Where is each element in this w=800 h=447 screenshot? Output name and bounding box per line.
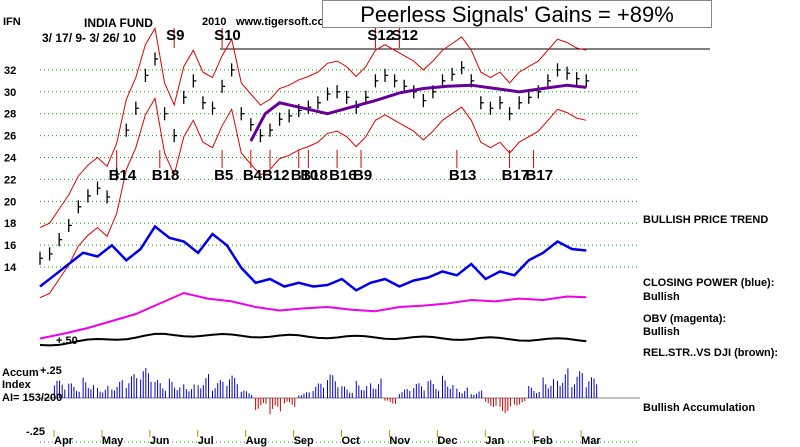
grid-layer (40, 48, 710, 443)
moving-average-line (249, 83, 587, 142)
year-label: 2010 (202, 16, 227, 28)
signal-label: S10 (214, 27, 241, 44)
accum-ai-text: AI= 153/200 (2, 392, 63, 404)
x-tick-label: Feb (533, 435, 553, 447)
gains-banner: Peerless Signals' Gains = +89% (322, 0, 712, 28)
obv-layer (39, 291, 587, 340)
signal-label: B4 (243, 167, 263, 184)
signal-label: B17 (526, 167, 554, 184)
closing-power-status: Bullish (643, 291, 680, 303)
obv-status: Bullish (643, 326, 680, 338)
closing-power-label: CLOSING POWER (blue): (643, 277, 775, 289)
signal-label: S12 (391, 27, 418, 44)
y-tick-label: 20 (4, 196, 16, 208)
price-bar-layer (39, 52, 590, 265)
y-tick-layer: 14 16 18 20 22 24 26 28 30 32 (4, 65, 17, 274)
signal-label: B9 (353, 167, 372, 184)
signal-label: B17 (502, 167, 530, 184)
signal-label: B13 (449, 167, 477, 184)
signal-label: B16 (329, 167, 357, 184)
signal-label: B18 (152, 167, 180, 184)
accum-level-upper: +.25 (40, 365, 62, 377)
relstr-level: +.50 (56, 335, 78, 347)
signal-label: S9 (166, 27, 184, 44)
y-tick-label: 30 (4, 87, 16, 99)
y-tick-label: 14 (4, 262, 17, 274)
upper-band (39, 26, 587, 229)
y-tick-label: 24 (4, 153, 17, 165)
x-tick-label: Oct (342, 435, 361, 447)
obv-line (39, 291, 587, 340)
closing-power-line (39, 224, 587, 292)
accum-title-2: Index (2, 379, 31, 391)
x-tick-label: Sep (294, 435, 314, 447)
x-tick-label: Aug (246, 435, 267, 447)
lower-band (39, 96, 587, 299)
x-tick-label: Nov (389, 435, 411, 447)
x-tick-label: Jan (485, 435, 504, 447)
x-tick-label: Jun (150, 435, 170, 447)
relstr-line (39, 332, 587, 347)
signal-label: B12 (262, 167, 290, 184)
y-tick-label: 26 (4, 131, 16, 143)
signal-label: B14 (109, 167, 137, 184)
closing-power-layer (39, 224, 587, 292)
relative-strength-layer (39, 332, 587, 347)
date-range: 3/ 17/ 9- 3/ 26/ 10 (42, 31, 137, 45)
accum-level-lower: -.25 (26, 426, 45, 438)
y-tick-label: 28 (4, 109, 16, 121)
accumulation-label: Bullish Accumulation (643, 402, 756, 414)
x-tick-label: Dec (437, 435, 457, 447)
x-tick-label: Mar (581, 435, 601, 447)
accumulation-layer (53, 368, 598, 415)
signal-label: B10 (291, 167, 319, 184)
y-tick-label: 22 (4, 174, 16, 186)
signal-label: B18 (300, 167, 328, 184)
ticker-label: IFN (3, 16, 21, 28)
moving-average-layer (249, 83, 587, 142)
signal-label: B5 (214, 167, 233, 184)
signal-label: S12 (367, 27, 394, 44)
x-tick-label: Apr (54, 435, 74, 447)
accum-title-1: Accum (2, 367, 39, 379)
obv-label: OBV (magenta): (643, 313, 727, 325)
x-tick-label: Jul (198, 435, 214, 447)
relstr-label: REL.STR..VS DJI (brown): (643, 347, 779, 359)
y-tick-label: 16 (4, 240, 16, 252)
x-tick-layer: Apr May Jun Jul Aug Sep Oct Nov Dec Jan Feb Mar (53, 430, 601, 447)
x-tick-label: May (102, 435, 124, 447)
price-band-layer (39, 26, 587, 299)
site-label: www.tigersoft.com (236, 16, 334, 28)
trend-label: BULLISH PRICE TREND (643, 214, 769, 226)
y-tick-label: 32 (4, 65, 16, 77)
y-tick-label: 18 (4, 218, 16, 230)
fund-title: INDIA FUND (84, 16, 153, 30)
